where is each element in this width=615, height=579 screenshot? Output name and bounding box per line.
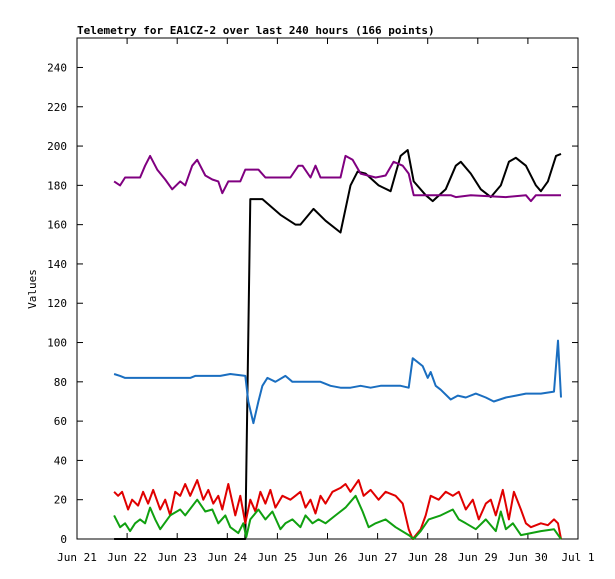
y-tick-label: 40 (54, 454, 67, 467)
y-tick-label: 140 (47, 258, 67, 271)
x-tick-label: Jun 30 (508, 551, 548, 564)
y-tick-label: 80 (54, 376, 67, 389)
series-line (113, 494, 562, 540)
x-tick-label: Jun 28 (408, 551, 448, 564)
series-line (113, 339, 562, 425)
y-tick-label: 240 (47, 61, 67, 74)
x-tick-label: Jun 29 (458, 551, 498, 564)
y-tick-label: 160 (47, 219, 67, 232)
x-tick-label: Jun 23 (157, 551, 197, 564)
x-tick-label: Jun 21 (57, 551, 97, 564)
y-tick-label: 20 (54, 494, 67, 507)
y-tick-label: 100 (47, 337, 67, 350)
y-tick-label: 60 (54, 415, 67, 428)
x-tick-label: Jun 24 (207, 551, 247, 564)
plot-frame (76, 37, 579, 540)
y-tick-label: 0 (60, 533, 67, 546)
y-tick-label: 220 (47, 101, 67, 114)
x-tick-label: Jun 25 (258, 551, 298, 564)
x-tick-label: Jun 27 (358, 551, 398, 564)
series-line (114, 149, 562, 540)
chart-title: Telemetry for EA1CZ-2 over last 240 hour… (77, 24, 435, 37)
y-axis-label: Values (26, 269, 39, 309)
y-tick-label: 120 (47, 297, 67, 310)
y-tick-label: 200 (47, 140, 67, 153)
x-tick-label: Jun 26 (308, 551, 348, 564)
y-tick-label: 180 (47, 179, 67, 192)
series-line (113, 479, 562, 540)
x-tick-label: Jul 1 (561, 551, 594, 564)
x-tick-label: Jun 22 (107, 551, 147, 564)
series-line (113, 154, 561, 203)
